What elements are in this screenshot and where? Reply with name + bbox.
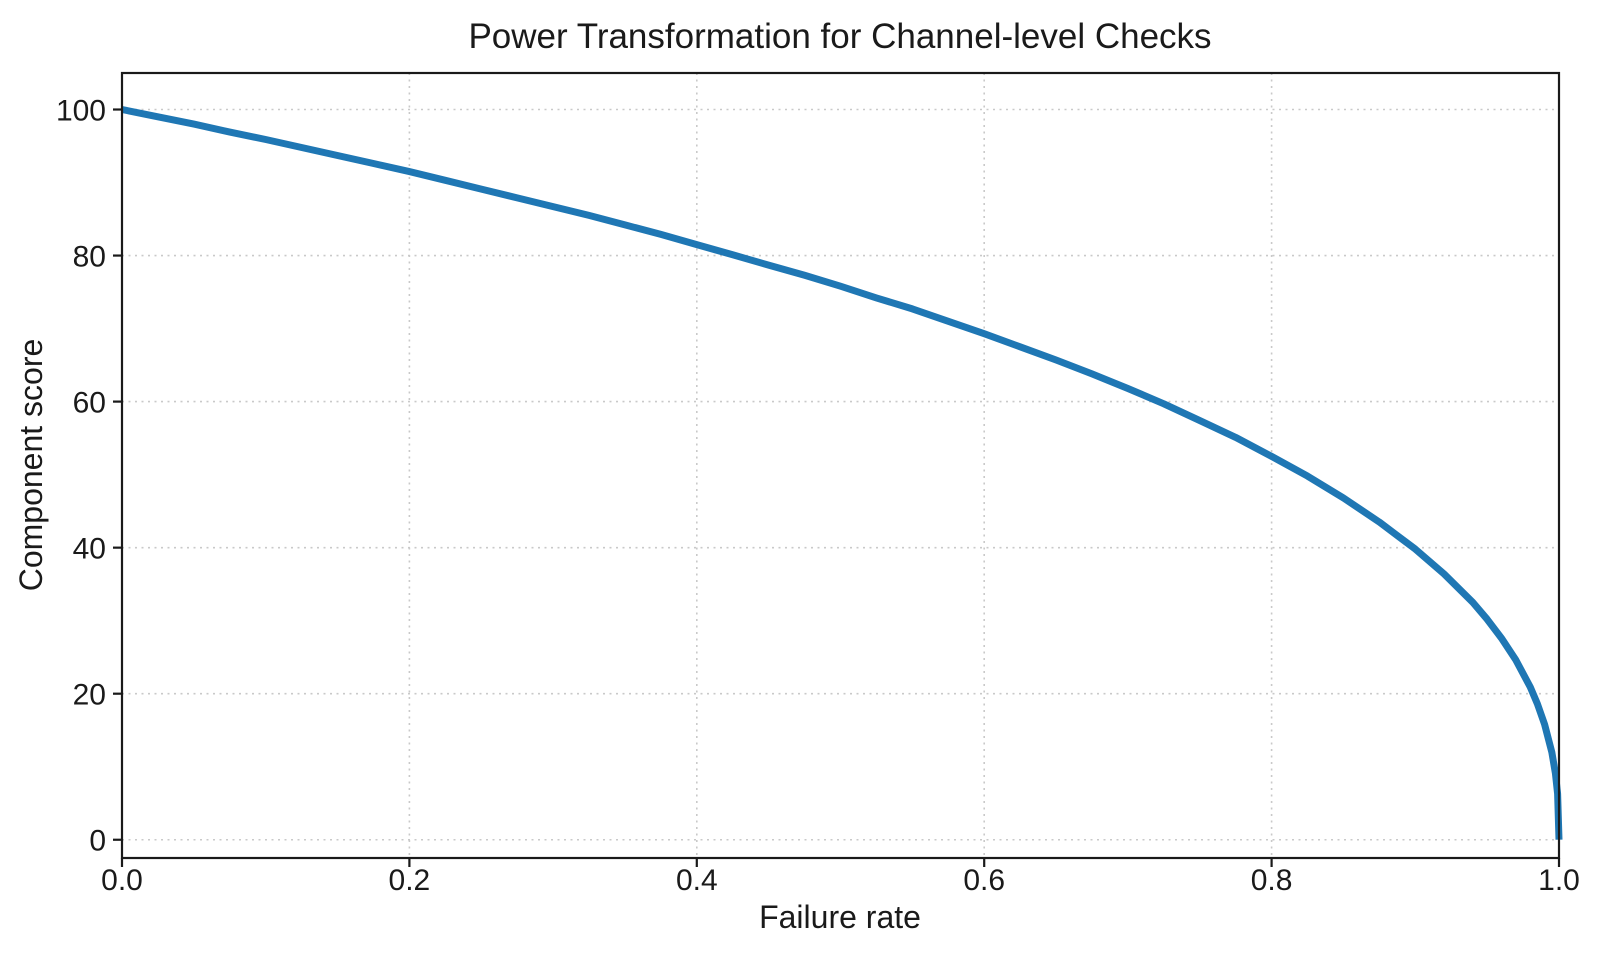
x-tick-label: 0.8 (1251, 864, 1293, 897)
x-tick-label: 0.6 (963, 864, 1005, 897)
x-axis-label: Failure rate (759, 899, 921, 935)
y-tick-labels: 0 20 40 60 80 100 (56, 95, 106, 858)
y-tick-label: 0 (89, 825, 106, 858)
x-tick-label: 0.2 (389, 864, 431, 897)
y-tick-label: 40 (73, 533, 106, 566)
y-tick-label: 60 (73, 387, 106, 420)
data-line (121, 106, 1563, 840)
x-tick-label: 0.0 (101, 864, 143, 897)
y-axis-label: Component score (13, 339, 49, 592)
y-tick-label: 100 (56, 95, 106, 128)
gridlines (121, 73, 1560, 858)
axis-ticks (113, 108, 1561, 867)
x-tick-labels: 0.0 0.2 0.4 0.6 0.8 1.0 (101, 864, 1580, 897)
x-tick-label: 0.4 (676, 864, 718, 897)
plot-border (120, 71, 1561, 860)
x-tick-label: 1.0 (1538, 864, 1580, 897)
y-tick-label: 80 (73, 241, 106, 274)
chart-title: Power Transformation for Channel-level C… (468, 17, 1211, 56)
y-tick-label: 20 (73, 679, 106, 712)
